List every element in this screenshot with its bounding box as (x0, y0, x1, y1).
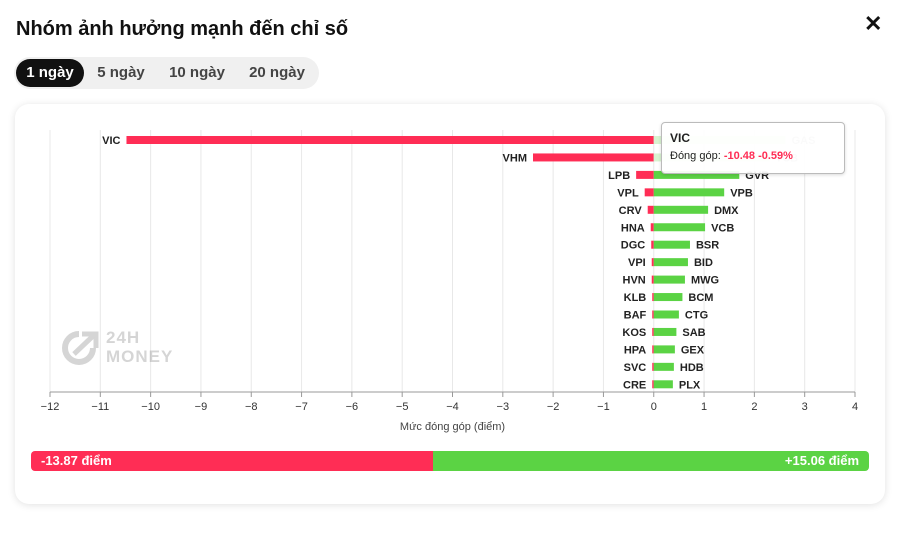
label-positive-dmx: DMX (714, 205, 739, 217)
label-negative-vic: VIC (102, 135, 120, 147)
x-tick-label: −3 (497, 401, 510, 413)
tooltip-symbol: VIC (670, 131, 691, 145)
tab-1-ngay[interactable]: 1 ngày (16, 59, 84, 87)
label-positive-bsr: BSR (696, 240, 719, 252)
x-tick-label: −11 (91, 401, 109, 413)
bar-positive-gex (653, 345, 675, 354)
bar-negative-hvn (651, 275, 654, 284)
bar-positive-plx (653, 380, 673, 389)
x-tick-label: 2 (751, 401, 757, 413)
tooltip-row: Đóng góp: -10.48 -0.59% (670, 150, 793, 162)
x-tick-label: −12 (41, 401, 60, 413)
bar-negative-vpi (651, 258, 654, 267)
x-tick-label: −6 (346, 401, 359, 413)
label-positive-plx: PLX (679, 379, 701, 391)
bar-negative-baf (652, 310, 654, 319)
bar-negative-kos (652, 327, 654, 336)
bar-negative-vic (126, 136, 654, 144)
bar-negative-klb (652, 293, 654, 302)
label-negative-dgc: DGC (621, 240, 646, 252)
bar-negative-dgc (651, 240, 654, 249)
x-axis-title: Mức đóng góp (điểm) (400, 421, 505, 433)
label-negative-hna: HNA (621, 222, 645, 234)
watermark-line1: 24H (106, 328, 141, 347)
tab-20-ngay[interactable]: 20 ngày (249, 64, 305, 81)
x-tick-label: −2 (547, 401, 560, 413)
tab-5-ngay[interactable]: 5 ngày (97, 64, 145, 81)
bar-positive-sab (653, 327, 677, 336)
label-negative-klb: KLB (624, 292, 647, 304)
bar-negative-cre (652, 380, 654, 389)
brand-logo-icon (62, 330, 99, 365)
bar-negative-vpl (644, 188, 654, 197)
label-negative-baf: BAF (624, 310, 647, 322)
watermark-line2: MONEY (106, 347, 174, 366)
bar-positive-vpb (653, 188, 725, 197)
label-positive-sab: SAB (682, 327, 705, 339)
bar-positive-dmx (653, 205, 709, 214)
bar-negative-crv (647, 205, 654, 214)
x-tick-label: 3 (802, 401, 808, 413)
summary-negative: -13.87 điểm (31, 451, 433, 471)
x-tick-label: −9 (195, 401, 208, 413)
tooltip-percent: -0.59% (758, 150, 793, 162)
x-tick-label: −4 (446, 401, 459, 413)
x-tick-label: −5 (396, 401, 409, 413)
close-icon[interactable]: ✕ (864, 11, 883, 36)
label-positive-mwg: MWG (691, 275, 719, 287)
label-negative-svc: SVC (624, 362, 647, 374)
x-tick-label: 4 (852, 401, 858, 413)
label-positive-vcb: VCB (711, 222, 734, 234)
bar-positive-ctg (653, 310, 679, 319)
x-tick-label: −1 (597, 401, 610, 413)
label-negative-cre: CRE (623, 379, 646, 391)
label-negative-crv: CRV (619, 205, 643, 217)
bar-positive-bsr (653, 240, 690, 249)
bar-negative-lpb (636, 170, 654, 179)
label-positive-bid: BID (694, 257, 713, 269)
bar-positive-mwg (653, 275, 685, 284)
summary-positive-label: +15.06 điểm (784, 453, 859, 468)
label-negative-lpb: LPB (608, 170, 630, 182)
bar-positive-hdb (653, 362, 674, 371)
x-tick-label: 1 (701, 401, 707, 413)
tooltip-value: -10.48 (723, 150, 756, 162)
x-tick-label: −8 (245, 401, 258, 413)
label-negative-vhm: VHM (503, 152, 527, 164)
label-positive-hdb: HDB (680, 362, 704, 374)
tab-10-ngay[interactable]: 10 ngày (169, 64, 225, 81)
x-tick-label: −10 (141, 401, 160, 413)
x-tick-label: 0 (651, 401, 657, 413)
bar-positive-gvr (653, 170, 740, 179)
bar-positive-bcm (653, 293, 683, 302)
bar-positive-vcb (653, 223, 706, 232)
chart-tooltip: VIC Đóng góp: -10.48 -0.59% (661, 122, 845, 174)
watermark-logo: 24H MONEY (60, 328, 185, 368)
label-negative-hvn: HVN (623, 275, 646, 287)
period-tabs: 1 ngày 5 ngày 10 ngày 20 ngày (14, 57, 319, 89)
label-positive-gex: GEX (681, 344, 705, 356)
x-tick-label: −7 (295, 401, 308, 413)
page-title: Nhóm ảnh hưởng mạnh đến chỉ số (16, 18, 349, 40)
label-positive-bcm: BCM (688, 292, 713, 304)
bar-negative-vhm (533, 153, 654, 162)
bar-negative-hpa (652, 345, 654, 354)
label-positive-ctg: CTG (685, 310, 708, 322)
summary-negative-label: -13.87 điểm (41, 453, 112, 468)
summary-bar: -13.87 điểm +15.06 điểm (31, 451, 869, 471)
label-positive-vpb: VPB (730, 187, 753, 199)
watermark-text: 24H MONEY (106, 328, 173, 366)
bar-negative-svc (652, 362, 654, 371)
summary-positive: +15.06 điểm (432, 451, 869, 471)
tooltip-label: Đóng góp: (670, 150, 721, 162)
bar-negative-hna (650, 223, 654, 232)
bar-positive-bid (653, 258, 688, 267)
label-negative-vpi: VPI (628, 257, 646, 269)
label-negative-hpa: HPA (624, 344, 646, 356)
label-negative-vpl: VPL (617, 187, 639, 199)
label-negative-kos: KOS (622, 327, 646, 339)
